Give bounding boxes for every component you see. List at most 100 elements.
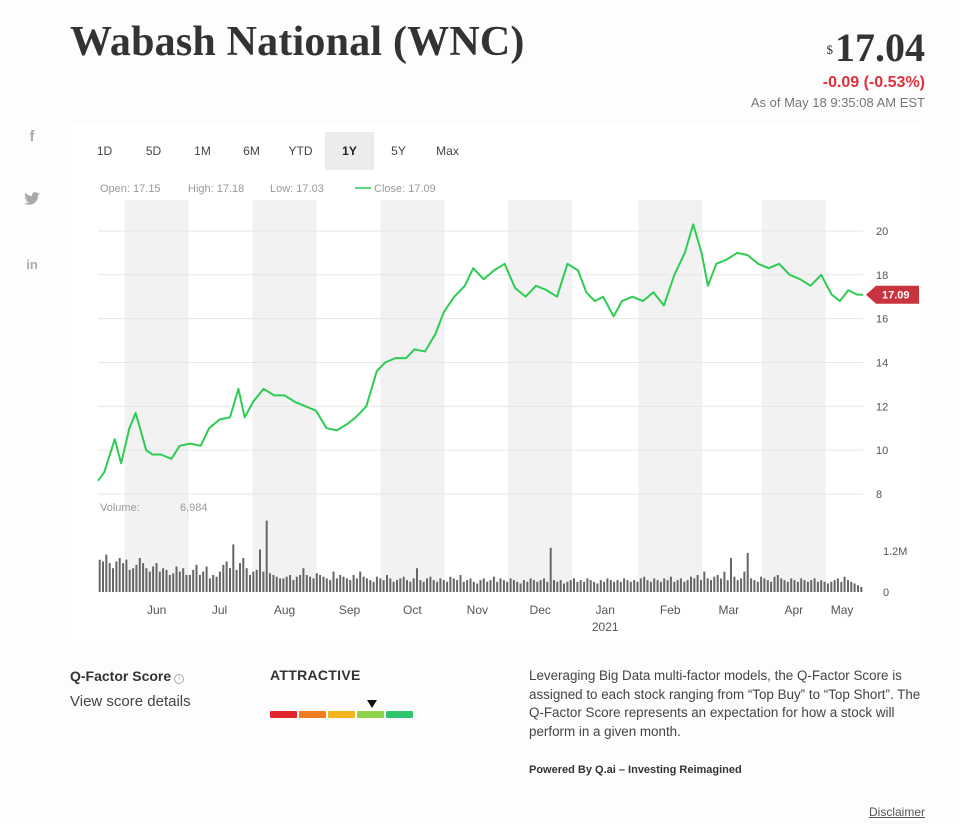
volume-bar xyxy=(115,561,118,592)
volume-bar xyxy=(800,578,803,592)
volume-bar xyxy=(282,578,285,592)
volume-bar xyxy=(522,580,525,592)
facebook-icon[interactable]: f xyxy=(29,128,35,145)
last-price-label: 17.09 xyxy=(882,290,910,302)
volume-bar xyxy=(125,559,128,592)
x-tick-label: Feb xyxy=(660,603,681,617)
volume-bar xyxy=(502,580,505,592)
view-score-details-link[interactable]: View score details xyxy=(70,693,191,710)
volume-bar xyxy=(372,581,375,592)
volume-bar xyxy=(305,575,308,592)
volume-bar xyxy=(690,576,692,592)
tab-ytd[interactable]: YTD xyxy=(288,144,313,158)
volume-bar xyxy=(666,580,669,592)
y-tick-label: 8 xyxy=(876,489,882,501)
volume-bar xyxy=(342,576,345,592)
volume-bar xyxy=(382,580,385,592)
meter-segment xyxy=(357,711,384,718)
volume-bar xyxy=(319,575,322,592)
volume-bar xyxy=(516,581,519,592)
volume-bar xyxy=(740,578,743,592)
volume-bar xyxy=(723,571,726,592)
volume-bar xyxy=(730,558,732,592)
volume-bar xyxy=(659,581,662,592)
month-band xyxy=(124,200,189,592)
high-stat: High: 17.18 xyxy=(188,183,244,195)
volume-bar xyxy=(593,581,596,592)
volume-bar xyxy=(733,576,736,592)
month-band xyxy=(638,200,703,592)
last-price-badge xyxy=(866,285,919,304)
volume-bar xyxy=(676,580,679,592)
volume-bar xyxy=(128,569,131,592)
meter-marker-icon xyxy=(367,700,377,708)
volume-bar xyxy=(429,576,432,592)
volume-bar xyxy=(242,558,245,592)
volume-bar xyxy=(416,568,418,592)
tab-max[interactable]: Max xyxy=(436,144,459,158)
volume-bar xyxy=(703,571,706,592)
volume-bar xyxy=(549,547,552,592)
volume-bar xyxy=(379,578,382,592)
volume-bar xyxy=(526,581,529,592)
volume-bar xyxy=(619,581,622,592)
volume-bar xyxy=(312,578,315,592)
volume-bar xyxy=(449,576,452,592)
volume-bar xyxy=(643,576,646,592)
volume-bar xyxy=(603,581,606,592)
volume-bar xyxy=(596,583,599,592)
volume-bar xyxy=(108,563,111,592)
x-year-label: 2021 xyxy=(592,620,619,634)
volume-bar xyxy=(629,581,632,592)
volume-bar xyxy=(456,580,459,592)
volume-bar xyxy=(138,558,141,592)
y-tick-label: 10 xyxy=(876,445,888,457)
volume-bar xyxy=(252,571,255,592)
meter-segment xyxy=(328,711,355,718)
tab-5d[interactable]: 5D xyxy=(145,144,162,158)
volume-bar xyxy=(693,578,696,592)
volume-bar xyxy=(302,568,305,592)
volume-bar xyxy=(466,580,469,592)
twitter-icon[interactable] xyxy=(22,192,42,210)
volume-bar xyxy=(212,575,215,592)
volume-bar xyxy=(823,581,826,592)
volume-value: 6,984 xyxy=(180,502,208,514)
volume-bar xyxy=(436,581,439,592)
linkedin-icon[interactable]: in xyxy=(26,257,38,272)
y-tick-label: 14 xyxy=(876,357,888,369)
meter-segment xyxy=(299,711,326,718)
volume-bar xyxy=(168,575,171,592)
volume-bar xyxy=(626,580,629,592)
x-tick-label: Dec xyxy=(530,603,551,617)
volume-bar xyxy=(653,578,656,592)
volume-bar xyxy=(178,571,181,592)
volume-bar xyxy=(569,580,572,592)
volume-tick-1-2m: 1.2M xyxy=(883,546,907,558)
volume-bar xyxy=(836,578,839,592)
tab-1d[interactable]: 1D xyxy=(96,144,113,158)
volume-bar xyxy=(188,575,191,592)
volume-bar xyxy=(198,575,201,592)
y-tick-label: 12 xyxy=(876,401,888,413)
volume-bar xyxy=(796,581,799,592)
info-icon[interactable]: i xyxy=(174,674,185,684)
open-stat: Open: 17.15 xyxy=(100,183,161,195)
chart-canvas: 8 10 12 14 16 18 20 Open: 17.15 High: 17.18 Low: … xyxy=(97,183,919,634)
disclaimer-link[interactable]: Disclaimer xyxy=(868,805,925,819)
volume-bar xyxy=(175,566,178,592)
tab-6m[interactable]: 6M xyxy=(243,144,260,158)
volume-bar xyxy=(543,578,545,592)
tab-1y[interactable]: 1Y xyxy=(325,132,374,170)
volume-bar xyxy=(482,578,485,592)
volume-bar xyxy=(623,578,626,592)
volume-bar xyxy=(255,569,258,592)
x-tick-label: Sep xyxy=(339,603,361,617)
volume-bar xyxy=(295,576,298,592)
tab-5y[interactable]: 5Y xyxy=(391,144,406,158)
currency-symbol: $ xyxy=(826,42,834,57)
tab-1m[interactable]: 1M xyxy=(194,144,211,158)
volume-bar xyxy=(335,578,338,592)
volume-bar xyxy=(229,568,231,592)
x-tick-label: Oct xyxy=(403,603,422,617)
